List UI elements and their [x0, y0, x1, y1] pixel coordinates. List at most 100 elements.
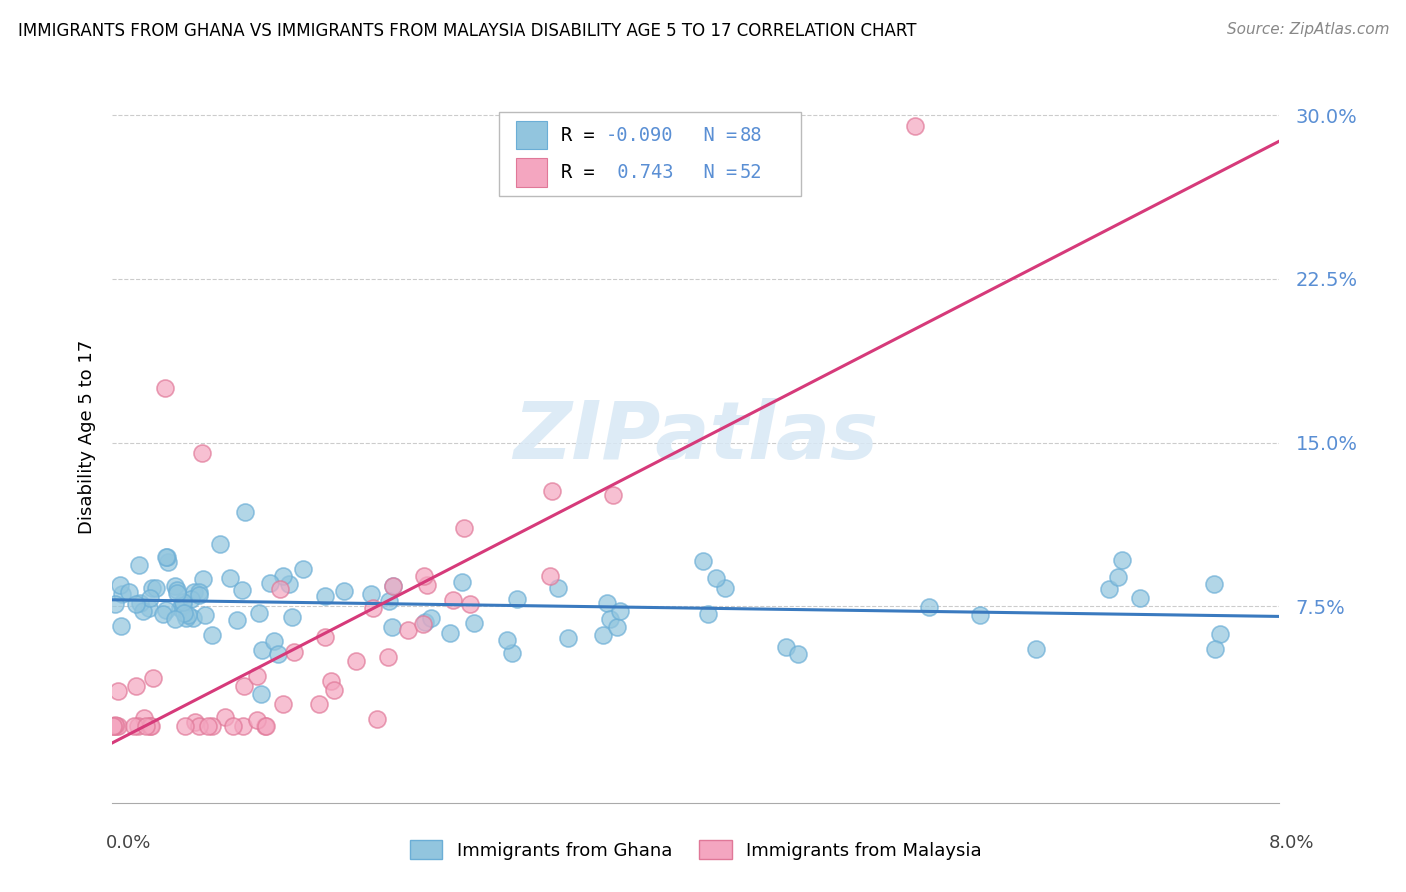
Point	[183, 611, 205, 625]
Point	[226, 613, 249, 627]
Point	[540, 483, 562, 498]
Point	[132, 604, 155, 618]
Text: 0.0%: 0.0%	[105, 834, 150, 852]
Point	[592, 628, 614, 642]
Text: N =: N =	[681, 163, 748, 182]
Point	[281, 610, 304, 624]
Point	[439, 625, 461, 640]
Point	[416, 578, 439, 592]
Point	[321, 673, 343, 688]
Point	[125, 679, 148, 693]
Point	[155, 603, 177, 617]
Point	[1209, 627, 1232, 641]
Point	[172, 595, 194, 609]
Point	[382, 579, 405, 593]
Point	[704, 571, 727, 585]
Point	[360, 587, 382, 601]
Point	[142, 671, 165, 685]
Point	[918, 600, 941, 615]
Point	[538, 569, 561, 583]
Point	[135, 719, 157, 733]
Point	[696, 607, 718, 621]
Point	[141, 581, 163, 595]
Point	[166, 582, 188, 597]
Point	[378, 593, 401, 607]
Point	[188, 719, 211, 733]
Point	[145, 581, 167, 595]
Point	[122, 719, 145, 733]
Text: IMMIGRANTS FROM GHANA VS IMMIGRANTS FROM MALAYSIA DISABILITY AGE 5 TO 17 CORRELA: IMMIGRANTS FROM GHANA VS IMMIGRANTS FROM…	[18, 22, 917, 40]
Text: N =: N =	[681, 126, 748, 145]
Point	[361, 600, 384, 615]
Point	[366, 713, 388, 727]
Point	[323, 683, 346, 698]
Point	[191, 572, 214, 586]
Point	[775, 640, 797, 654]
Point	[104, 597, 127, 611]
Point	[110, 619, 132, 633]
Point	[187, 588, 209, 602]
Legend: Immigrants from Ghana, Immigrants from Malaysia: Immigrants from Ghana, Immigrants from M…	[402, 833, 990, 867]
Point	[463, 616, 485, 631]
Point	[139, 591, 162, 605]
Point	[191, 446, 214, 460]
Point	[177, 607, 200, 622]
Point	[496, 632, 519, 647]
Point	[547, 581, 569, 595]
Point	[214, 710, 236, 724]
Point	[453, 521, 475, 535]
Point	[188, 585, 211, 599]
Point	[904, 119, 927, 133]
Point	[506, 592, 529, 607]
Point	[283, 645, 305, 659]
Point	[314, 630, 336, 644]
Point	[596, 596, 619, 610]
Point	[246, 713, 269, 727]
Point	[1107, 570, 1129, 584]
Point	[314, 589, 336, 603]
Point	[201, 719, 224, 733]
Point	[111, 586, 134, 600]
Point	[278, 577, 301, 591]
Point	[221, 719, 243, 733]
Point	[125, 597, 148, 611]
Point	[104, 719, 127, 733]
Point	[692, 554, 714, 568]
Point	[606, 620, 628, 634]
Point	[233, 679, 256, 693]
Point	[152, 607, 174, 621]
Point	[233, 505, 256, 519]
Point	[156, 550, 179, 565]
Point	[173, 606, 195, 620]
Point	[599, 612, 621, 626]
Point	[246, 668, 269, 682]
Point	[441, 593, 464, 607]
Point	[419, 611, 441, 625]
Point	[451, 574, 474, 589]
Point	[1111, 553, 1133, 567]
Point	[263, 634, 285, 648]
Point	[157, 556, 180, 570]
Text: ZIPatlas: ZIPatlas	[513, 398, 879, 476]
Point	[602, 488, 624, 502]
Point	[458, 597, 481, 611]
Point	[138, 600, 160, 615]
Point	[377, 650, 399, 665]
Point	[103, 719, 125, 733]
Point	[1129, 591, 1152, 606]
Point	[381, 579, 404, 593]
Point	[413, 615, 436, 629]
Point	[254, 719, 277, 733]
Point	[344, 654, 367, 668]
Point	[155, 381, 177, 395]
Text: Source: ZipAtlas.com: Source: ZipAtlas.com	[1226, 22, 1389, 37]
Text: R =: R =	[561, 126, 606, 145]
Point	[412, 568, 434, 582]
Point	[252, 642, 274, 657]
Point	[118, 585, 141, 599]
Point	[271, 568, 294, 582]
Point	[787, 647, 810, 661]
Point	[232, 719, 254, 733]
Point	[139, 719, 162, 733]
Point	[155, 549, 177, 564]
